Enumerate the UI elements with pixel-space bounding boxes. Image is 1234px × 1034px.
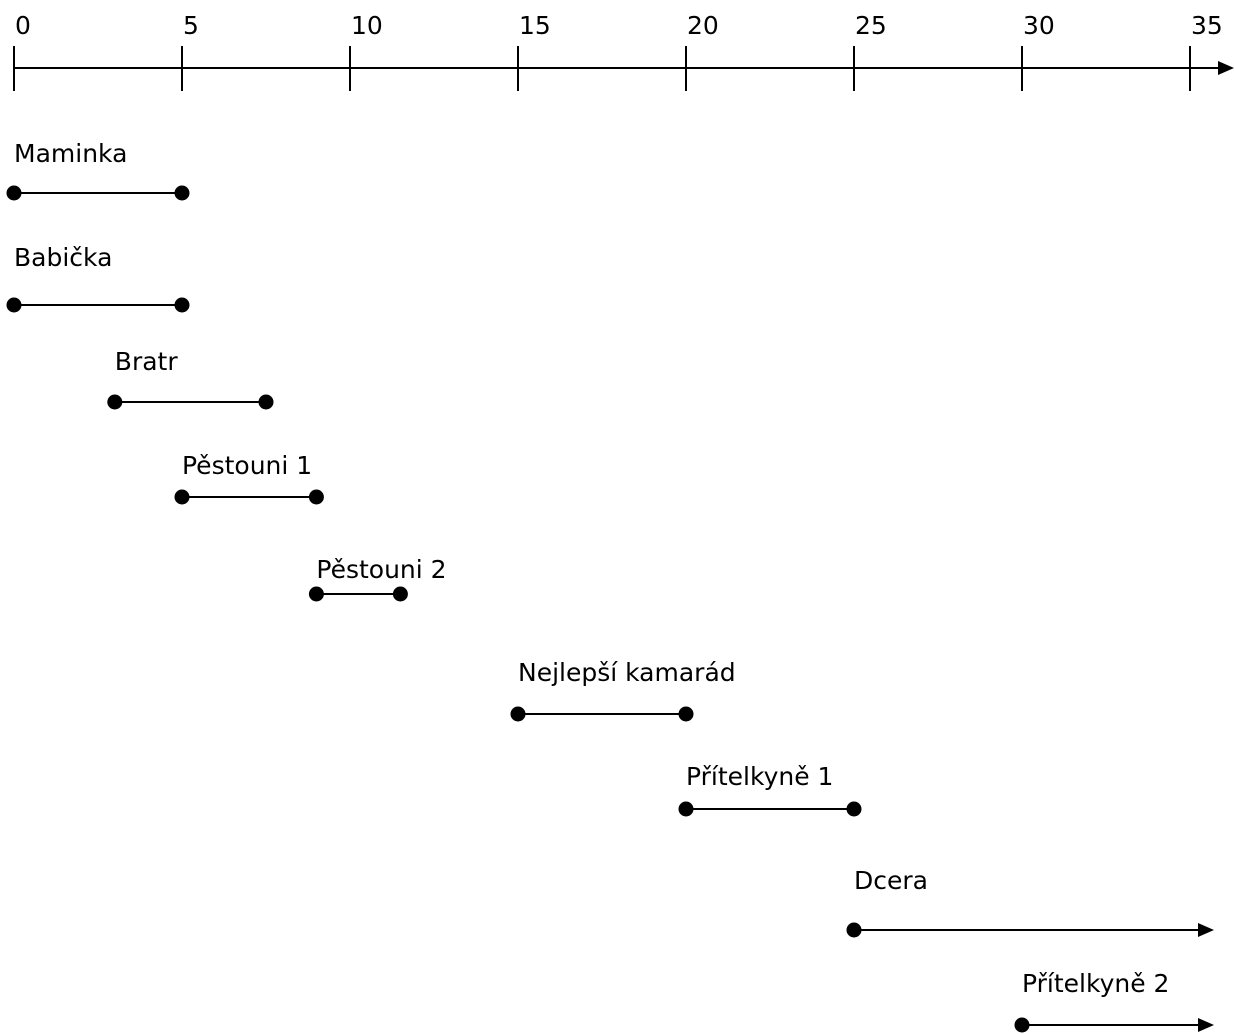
interval-end-dot — [258, 394, 274, 410]
interval-start-dot — [308, 586, 324, 602]
interval-end-dot — [846, 801, 862, 817]
interval-row: Přítelkyně 1 — [678, 762, 862, 817]
axis-arrowhead — [1218, 61, 1234, 75]
interval-label: Maminka — [14, 139, 127, 168]
axis-tick-label: 30 — [1023, 11, 1055, 40]
x-axis: 0 5 10 15 20 25 30 35 — [13, 11, 1234, 91]
interval-start-dot — [6, 185, 22, 201]
interval-start-dot — [107, 394, 123, 410]
interval-label: Pěstouni 1 — [182, 451, 312, 480]
interval-row: Babička — [6, 243, 190, 313]
interval-label: Pěstouni 2 — [316, 555, 446, 584]
interval-label: Bratr — [115, 347, 179, 376]
interval-label: Přítelkyně 2 — [1022, 969, 1169, 998]
axis-tick-label: 35 — [1191, 11, 1223, 40]
interval-arrowhead — [1198, 1018, 1214, 1032]
interval-row: Přítelkyně 2 — [1014, 969, 1214, 1033]
interval-end-dot — [678, 706, 694, 722]
interval-rows: Maminka Babička Bratr Pěstouni 1 Pěstouni 2 N… — [6, 139, 1214, 1033]
axis-tick-label: 0 — [15, 11, 31, 40]
interval-start-dot — [174, 489, 190, 505]
interval-label: Babička — [14, 243, 112, 272]
interval-row: Dcera — [846, 866, 1214, 938]
interval-row: Pěstouni 2 — [308, 555, 447, 602]
interval-end-dot — [174, 297, 190, 313]
interval-start-dot — [846, 922, 862, 938]
interval-label: Dcera — [854, 866, 928, 895]
interval-label: Nejlepší kamarád — [518, 658, 736, 687]
interval-label: Přítelkyně 1 — [686, 762, 833, 791]
interval-row: Pěstouni 1 — [174, 451, 324, 505]
interval-start-dot — [1014, 1017, 1030, 1033]
axis-tick-label: 15 — [519, 11, 551, 40]
axis-tick-label: 10 — [351, 11, 383, 40]
interval-row: Maminka — [6, 139, 190, 201]
interval-start-dot — [510, 706, 526, 722]
interval-start-dot — [6, 297, 22, 313]
interval-row: Nejlepší kamarád — [510, 658, 736, 722]
interval-end-dot — [308, 489, 324, 505]
interval-row: Bratr — [107, 347, 274, 410]
interval-arrowhead — [1198, 923, 1214, 937]
interval-end-dot — [174, 185, 190, 201]
axis-tick-label: 20 — [687, 11, 719, 40]
axis-tick-label: 5 — [183, 11, 199, 40]
interval-start-dot — [678, 801, 694, 817]
interval-end-dot — [392, 586, 408, 602]
axis-tick-label: 25 — [855, 11, 887, 40]
